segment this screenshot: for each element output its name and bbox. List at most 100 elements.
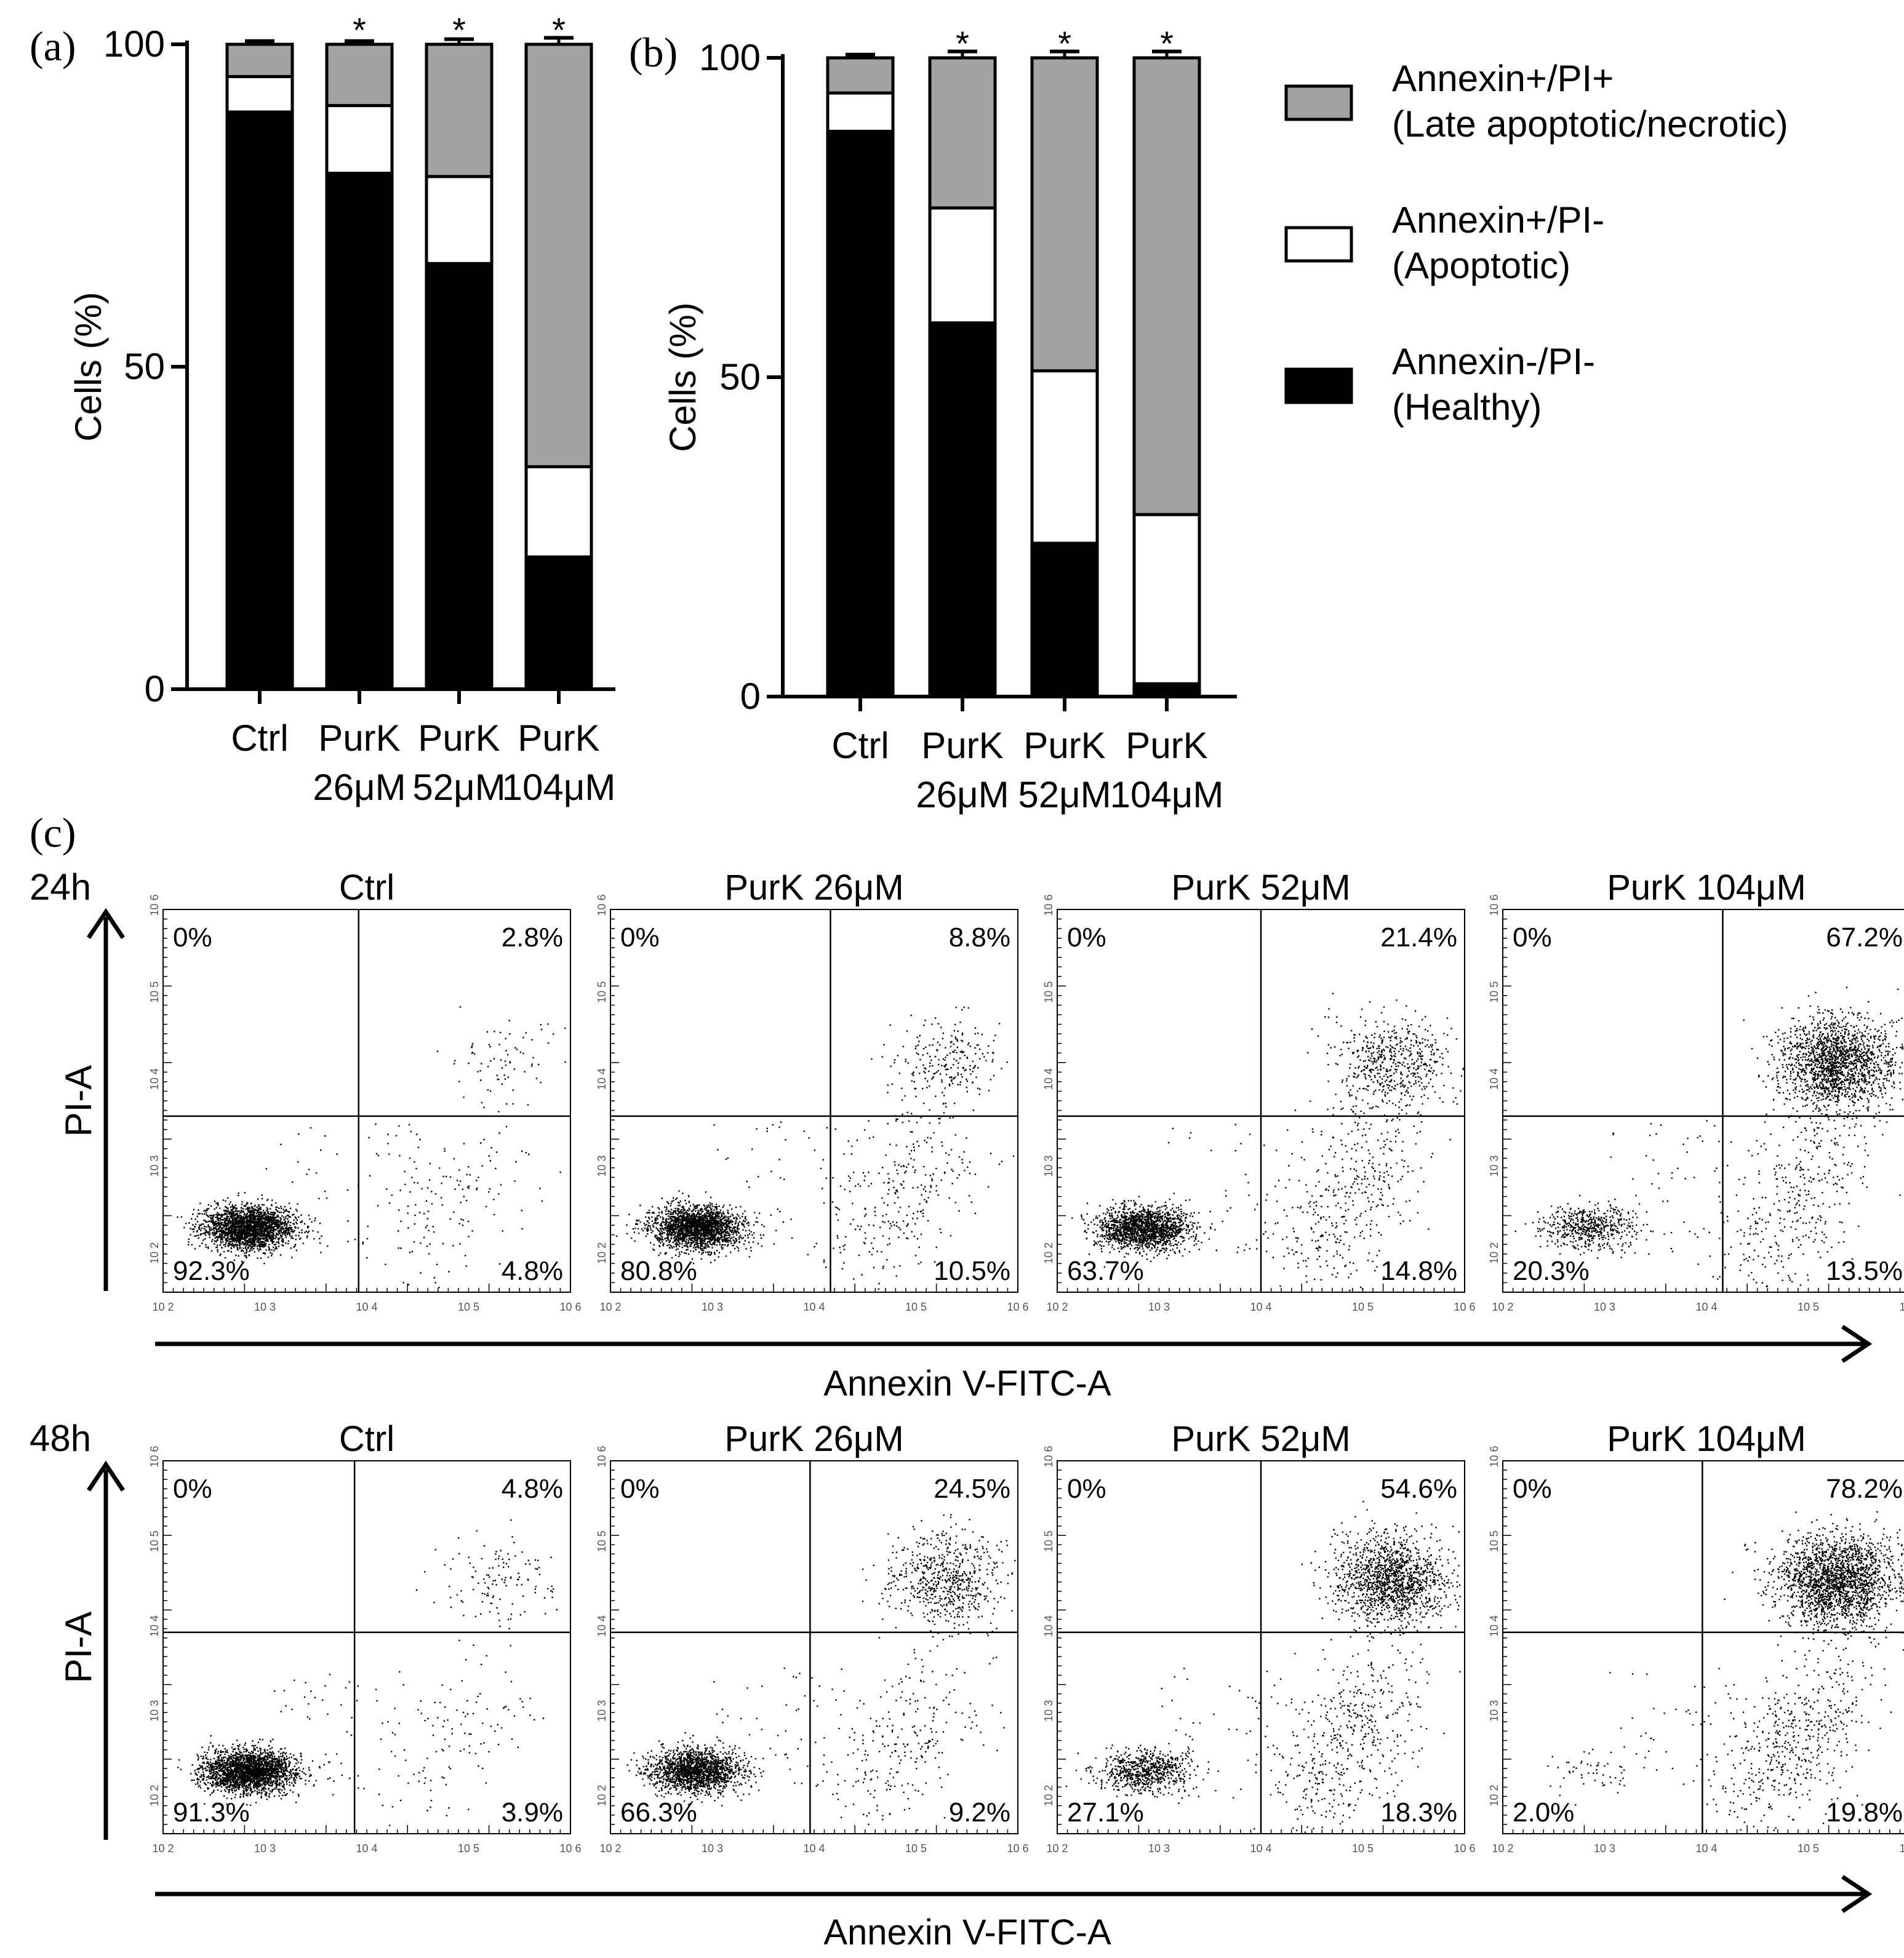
x-tick-label: 10 2 bbox=[599, 1301, 621, 1313]
y-tick-label: 10 2 bbox=[596, 1242, 608, 1264]
y-tick-label: 10 3 bbox=[148, 1700, 161, 1722]
y-tick-label: 10 2 bbox=[148, 1784, 161, 1806]
significance-star: * bbox=[353, 10, 366, 49]
flow-plot-title: PurK 104μM bbox=[1607, 868, 1806, 908]
x-tick-label: PurK bbox=[318, 717, 400, 759]
legend-swatch-healthy bbox=[1284, 367, 1353, 404]
x-tick-label: 10 4 bbox=[1695, 1842, 1717, 1855]
quadrant-upper-right: 78.2% bbox=[1826, 1474, 1903, 1504]
x-tick-label: 10 6 bbox=[1899, 1842, 1904, 1855]
flow-plot: Ctrl 10 2 10 2 10 3 10 3 10 4 10 4 10 5 10 5 10 6… bbox=[148, 1419, 582, 1855]
x-tick-label: 10 4 bbox=[1250, 1842, 1271, 1855]
time-label: 24h bbox=[30, 866, 91, 908]
y-tick-label: 10 6 bbox=[148, 1446, 161, 1468]
x-axis-title: Annexin V-FITC-A bbox=[823, 1912, 1111, 1952]
x-tick-label: 10 2 bbox=[152, 1301, 174, 1313]
y-tick-label: 10 4 bbox=[1488, 1615, 1500, 1637]
y-tick-label: 100 bbox=[699, 37, 761, 78]
quadrant-upper-left: 0% bbox=[173, 1474, 212, 1504]
annexin-axis-arrowhead bbox=[1841, 1325, 1873, 1363]
bar-segment-late bbox=[524, 42, 593, 468]
x-tick-label: PurK bbox=[921, 725, 1003, 766]
quadrant-lower-right: 10.5% bbox=[934, 1256, 1010, 1286]
quadrant-upper-left: 0% bbox=[1513, 1474, 1552, 1504]
x-tick-label: 52μM bbox=[1018, 774, 1111, 815]
x-tick-label: 10 5 bbox=[905, 1842, 927, 1855]
y-tick-label: 10 6 bbox=[1042, 1446, 1055, 1468]
bar-segment-healthy bbox=[1030, 541, 1099, 698]
quadrant-lower-left: 66.3% bbox=[620, 1797, 697, 1828]
flow-dots bbox=[1071, 993, 1465, 1292]
y-tick-label: 10 5 bbox=[596, 1530, 608, 1552]
panel-c: (c) 24h PI-A Annexin V-FITC-A Ctrl 10 2 10 2 10… bbox=[30, 809, 1904, 1952]
y-tick-label: 10 6 bbox=[596, 1446, 608, 1468]
bar-segment-late bbox=[928, 56, 997, 210]
y-tick-label: 10 4 bbox=[1488, 1068, 1500, 1090]
legend: Annexin+/PI+(Late apoptotic/necrotic) Ann… bbox=[1284, 58, 1788, 428]
flow-plot-title: PurK 104μM bbox=[1607, 1419, 1806, 1459]
quadrant-upper-right: 54.6% bbox=[1380, 1474, 1457, 1504]
x-tick-label: 10 5 bbox=[1798, 1842, 1819, 1855]
x-tick-label: 10 5 bbox=[458, 1842, 479, 1855]
legend-label: (Healthy) bbox=[1392, 386, 1542, 428]
bar-segment-late bbox=[826, 56, 895, 95]
quadrant-lower-left: 91.3% bbox=[173, 1797, 250, 1828]
y-tick-label: 10 3 bbox=[1042, 1700, 1055, 1722]
panel-b: (b) 0 50 100 Cells (%) Ctrl PurK 26μM * PurK 52μM *… bbox=[629, 24, 1237, 815]
bar-segment-apoptotic bbox=[1132, 513, 1201, 685]
x-tick-label: PurK bbox=[518, 717, 599, 759]
bar-segment-healthy bbox=[928, 321, 997, 698]
bar-segment-apoptotic bbox=[425, 175, 494, 265]
x-tick-label: 10 3 bbox=[1148, 1301, 1170, 1313]
x-tick-label: 104μM bbox=[1110, 774, 1224, 815]
legend-swatch-apoptotic bbox=[1284, 226, 1353, 263]
significance-star: * bbox=[1160, 24, 1174, 63]
x-tick-label: 26μM bbox=[916, 774, 1009, 815]
flow-plot-title: Ctrl bbox=[339, 868, 394, 908]
x-tick-label: 10 5 bbox=[905, 1301, 927, 1313]
y-tick-label: 10 5 bbox=[1488, 1530, 1500, 1552]
quadrant-upper-left: 0% bbox=[1067, 922, 1106, 953]
x-tick-label: 10 4 bbox=[1250, 1301, 1271, 1313]
quadrant-lower-left: 20.3% bbox=[1513, 1256, 1590, 1286]
annexin-axis-arrowhead bbox=[1841, 1875, 1873, 1913]
y-tick-label: 10 5 bbox=[148, 1530, 161, 1552]
x-tick-label: 10 4 bbox=[1695, 1301, 1717, 1313]
x-tick-label: 10 6 bbox=[1007, 1842, 1028, 1855]
x-tick-label: PurK bbox=[418, 717, 500, 759]
x-axis-title: Annexin V-FITC-A bbox=[823, 1364, 1111, 1404]
panel-label: (b) bbox=[629, 29, 678, 76]
quadrant-upper-right: 8.8% bbox=[949, 922, 1010, 953]
y-axis-title: PI-A bbox=[58, 1065, 99, 1137]
bar-segment-apoptotic bbox=[1030, 369, 1099, 545]
bar-segment-late bbox=[425, 42, 494, 178]
y-tick-label: 10 6 bbox=[1488, 894, 1500, 916]
y-tick-label: 10 5 bbox=[596, 981, 608, 1003]
x-tick-label: 10 4 bbox=[803, 1842, 825, 1855]
x-tick-label: 10 6 bbox=[1454, 1842, 1475, 1855]
x-tick-label: 10 2 bbox=[1492, 1301, 1513, 1313]
quadrant-upper-right: 67.2% bbox=[1826, 922, 1903, 953]
x-tick-label: 10 5 bbox=[458, 1301, 479, 1313]
flow-plot: PurK 52μM 10 2 10 2 10 3 10 3 10 4 10 4 10 5 10 … bbox=[1042, 1419, 1476, 1855]
bar-segment-apoptotic bbox=[928, 206, 997, 325]
flow-plot: PurK 104μM 10 2 10 2 10 3 10 3 10 4 10 4 10 5 10… bbox=[1488, 1419, 1904, 1855]
bar-segment-healthy bbox=[524, 555, 593, 691]
x-tick-label: 26μM bbox=[313, 767, 406, 808]
quadrant-upper-right: 4.8% bbox=[502, 1474, 563, 1504]
y-tick-label: 10 4 bbox=[148, 1068, 161, 1090]
y-tick-label: 50 bbox=[124, 346, 165, 387]
x-tick-label: 10 2 bbox=[152, 1842, 174, 1855]
bar-segment-healthy bbox=[325, 172, 394, 691]
panel-a: (a) 0 50 100 Cells (%) Ctrl PurK 26μM * PurK 52μM *… bbox=[30, 10, 615, 808]
y-tick-label: 10 3 bbox=[148, 1155, 161, 1177]
y-tick-label: 10 2 bbox=[1042, 1784, 1055, 1806]
x-tick-label: 10 4 bbox=[803, 1301, 825, 1313]
significance-star: * bbox=[452, 10, 466, 49]
legend-label: (Late apoptotic/necrotic) bbox=[1392, 103, 1788, 145]
flow-plot: PurK 52μM 10 2 10 2 10 3 10 3 10 4 10 4 10 5 10 … bbox=[1042, 868, 1476, 1313]
bar-segment-apoptotic bbox=[225, 74, 294, 114]
quadrant-upper-left: 0% bbox=[173, 922, 212, 953]
bar-segment-apoptotic bbox=[826, 91, 895, 133]
